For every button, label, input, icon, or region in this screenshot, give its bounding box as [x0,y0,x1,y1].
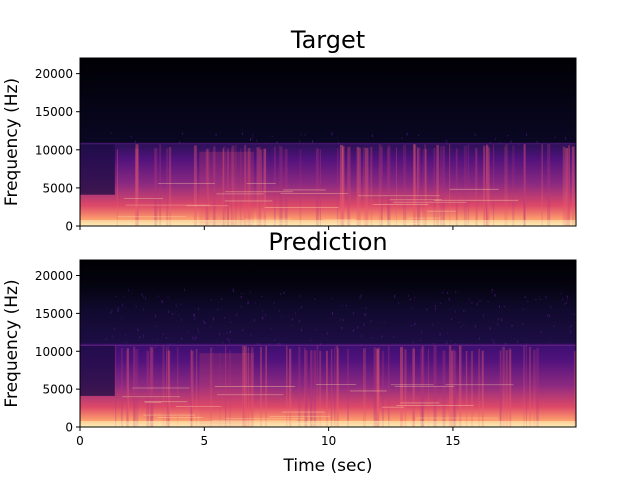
prediction-xlabel: Time (sec) [283,456,373,476]
prediction-ytick-label: 20000 [35,269,73,283]
prediction-axes-frame [79,259,577,428]
prediction-ytick-label: 5000 [42,383,73,397]
target-spectrogram [80,58,576,226]
target-ytick-label: 15000 [35,105,73,119]
prediction-xtick-label: 5 [200,434,208,448]
prediction-ylabel: Frequency (Hz) [2,279,22,407]
prediction-spectrogram [80,260,576,427]
prediction-ytick-label: 0 [65,421,73,435]
target-ytick-label: 5000 [42,181,73,195]
prediction-panel: Prediction 0 5000 10000 15000 20000 0 5 10 15 Freq… [2,228,577,476]
target-ytick-label: 20000 [35,67,73,81]
prediction-xtick-label: 10 [321,434,336,448]
target-ytick-label: 0 [65,220,73,234]
prediction-xtick-label: 0 [76,434,84,448]
prediction-title: Prediction [268,228,387,256]
target-ylabel: Frequency (Hz) [2,78,22,206]
prediction-xtick-label: 15 [445,434,460,448]
prediction-ytick-label: 10000 [35,345,73,359]
target-axes-frame [79,57,577,227]
target-panel: Target 0 5000 10000 15000 20000 Frequency (Hz) [2,26,577,234]
target-title: Target [290,26,365,54]
prediction-ytick-label: 15000 [35,307,73,321]
target-ytick-label: 10000 [35,143,73,157]
